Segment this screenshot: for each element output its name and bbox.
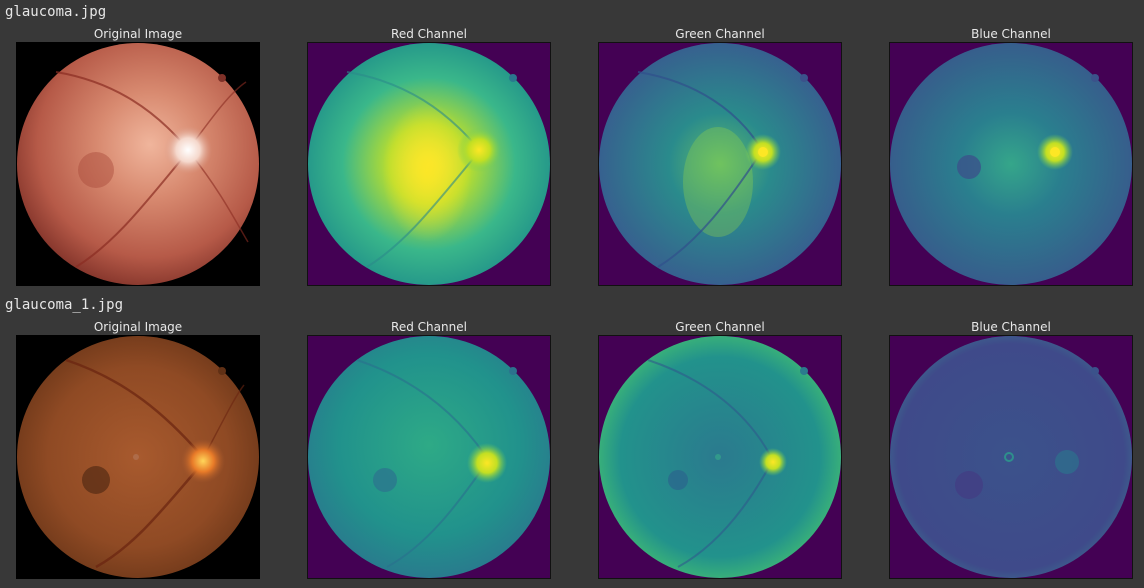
panel-title: Original Image bbox=[93, 320, 183, 334]
fundus-original-image bbox=[16, 335, 260, 579]
fundus-blue-channel-image bbox=[889, 335, 1133, 579]
file-name-label-row-1: glaucoma.jpg bbox=[5, 4, 107, 20]
fundus-blue-channel-image bbox=[889, 42, 1133, 286]
panel-title: Red Channel bbox=[391, 27, 467, 41]
panel-title: Green Channel bbox=[675, 27, 765, 41]
panel-title: Green Channel bbox=[675, 320, 765, 334]
fundus-original-image bbox=[16, 42, 260, 286]
file-name-label-row-2: glaucoma_1.jpg bbox=[5, 297, 124, 313]
panel-title: Blue Channel bbox=[971, 27, 1051, 41]
fundus-red-channel-image bbox=[307, 335, 551, 579]
panel-title: Original Image bbox=[93, 27, 183, 41]
panel-title: Blue Channel bbox=[971, 320, 1051, 334]
fundus-green-channel-image bbox=[598, 42, 842, 286]
fundus-red-channel-image bbox=[307, 42, 551, 286]
panel-title: Red Channel bbox=[391, 320, 467, 334]
fundus-green-channel-image bbox=[598, 335, 842, 579]
